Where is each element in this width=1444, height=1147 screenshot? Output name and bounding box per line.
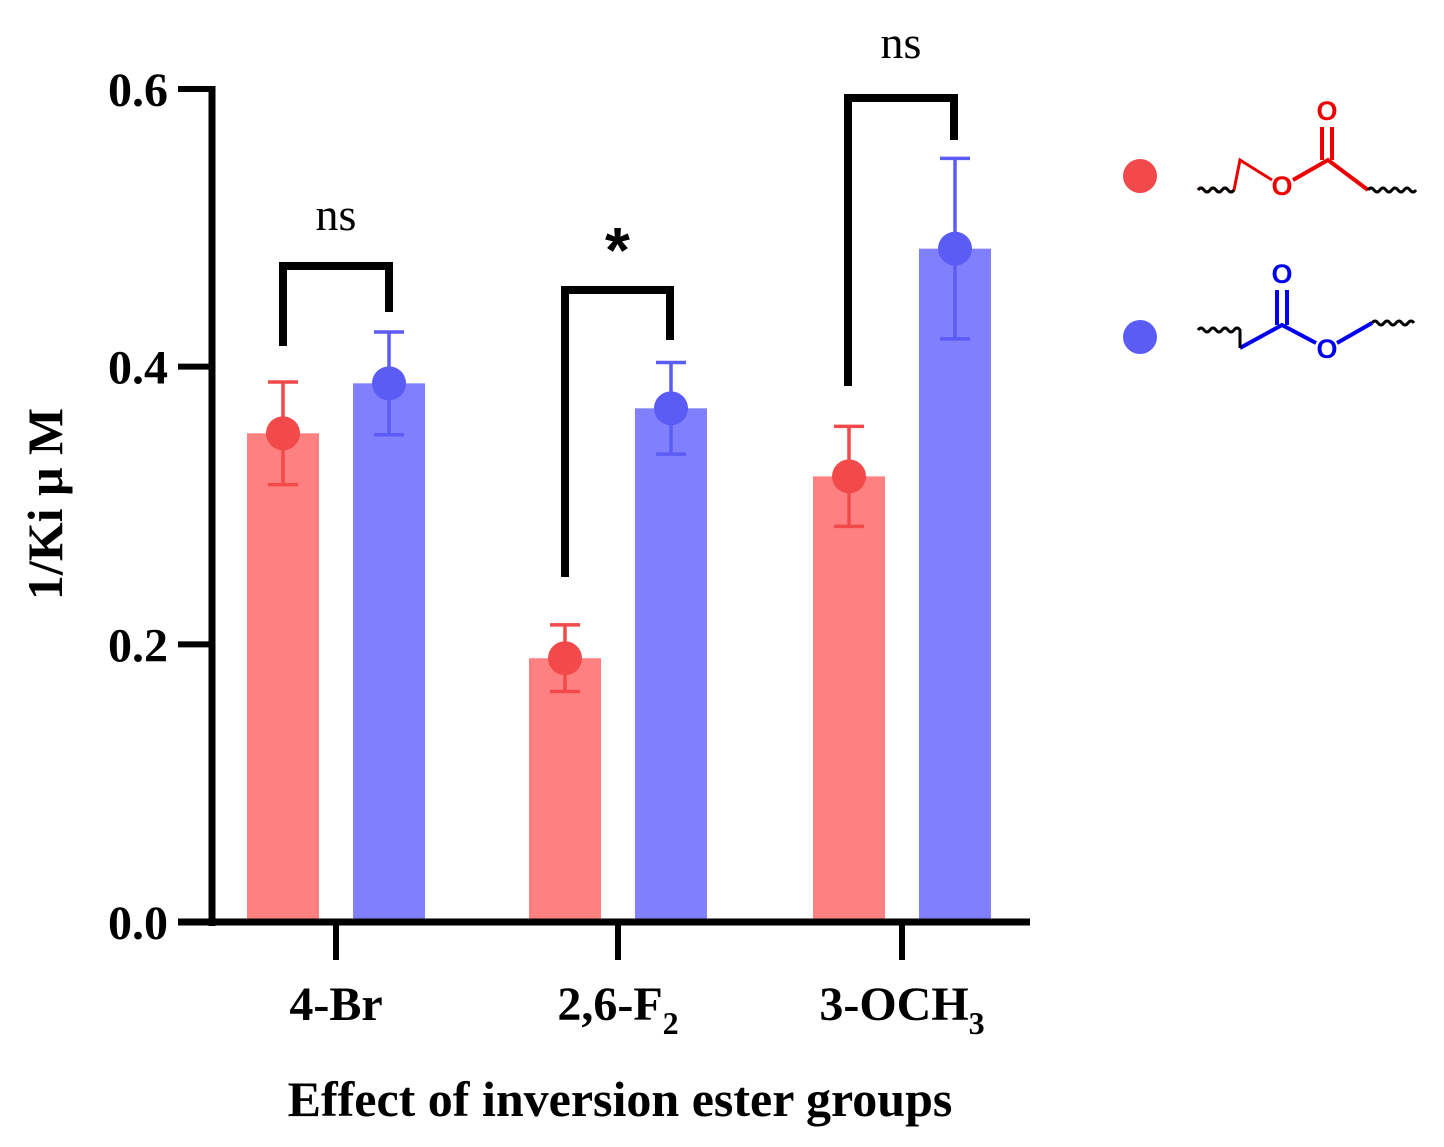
points-layer bbox=[266, 231, 972, 676]
significance-bracket-1: ns bbox=[279, 189, 393, 346]
significance-bracket-3: ns bbox=[844, 17, 958, 386]
significance-bracket-2: * bbox=[561, 214, 674, 577]
point-series-2-cat-2 bbox=[654, 391, 688, 426]
point-series-2-cat-1 bbox=[372, 366, 406, 401]
bar-series-1-cat-2 bbox=[529, 658, 601, 922]
bracket-line bbox=[844, 94, 958, 386]
y-tick-label: 0.2 bbox=[108, 619, 168, 672]
bar-series-2-cat-2 bbox=[635, 408, 707, 923]
legend-marker-series-2 bbox=[1123, 320, 1157, 354]
inverted-ester-carbonyl-oxygen-label: O bbox=[1271, 259, 1292, 289]
ester-oxygen-label: O bbox=[1271, 171, 1292, 201]
bracket-line bbox=[279, 262, 393, 346]
bracket-line bbox=[561, 286, 674, 577]
y-tick-label: 0.0 bbox=[108, 897, 168, 950]
x-axis-title: Effect of inversion ester groups bbox=[288, 1071, 953, 1127]
y-axis-title: 1/Ki μ M bbox=[17, 408, 73, 600]
ester-carbonyl-oxygen-label: O bbox=[1316, 96, 1337, 126]
bars-layer bbox=[247, 248, 991, 923]
bar-series-1-cat-3 bbox=[813, 476, 885, 922]
legend: O O O O bbox=[1123, 96, 1418, 364]
point-series-2-cat-3 bbox=[938, 231, 972, 266]
legend-marker-series-1 bbox=[1123, 159, 1157, 193]
inverted-ester-structure-icon bbox=[1196, 290, 1416, 350]
x-ticks: 4-Br 2,6-F2 3-OCH3 bbox=[289, 922, 985, 1041]
point-series-1-cat-1 bbox=[266, 416, 300, 451]
ester-structure-icon bbox=[1196, 127, 1418, 194]
significance-label: ns bbox=[881, 17, 922, 68]
legend-item-series-2: O O bbox=[1123, 259, 1416, 364]
x-tick-label: 2,6-F2 bbox=[557, 978, 678, 1041]
significance-label: ns bbox=[316, 189, 357, 240]
legend-item-series-1: O O bbox=[1123, 96, 1418, 201]
x-tick-label: 3-OCH3 bbox=[819, 978, 984, 1041]
x-tick-label: 4-Br bbox=[289, 978, 382, 1031]
bar-series-2-cat-1 bbox=[353, 383, 425, 922]
bar-series-1-cat-1 bbox=[247, 433, 319, 922]
point-series-1-cat-2 bbox=[548, 641, 582, 676]
inverted-ester-oxygen-label: O bbox=[1316, 334, 1337, 364]
point-series-1-cat-3 bbox=[832, 459, 866, 494]
y-tick-label: 0.6 bbox=[108, 64, 168, 117]
significance-label: * bbox=[605, 214, 630, 286]
bar-series-2-cat-3 bbox=[919, 248, 991, 923]
y-ticks: 0.0 0.2 0.4 0.6 bbox=[108, 64, 212, 950]
significance-brackets: ns * ns bbox=[279, 17, 958, 577]
y-tick-label: 0.4 bbox=[108, 342, 168, 395]
